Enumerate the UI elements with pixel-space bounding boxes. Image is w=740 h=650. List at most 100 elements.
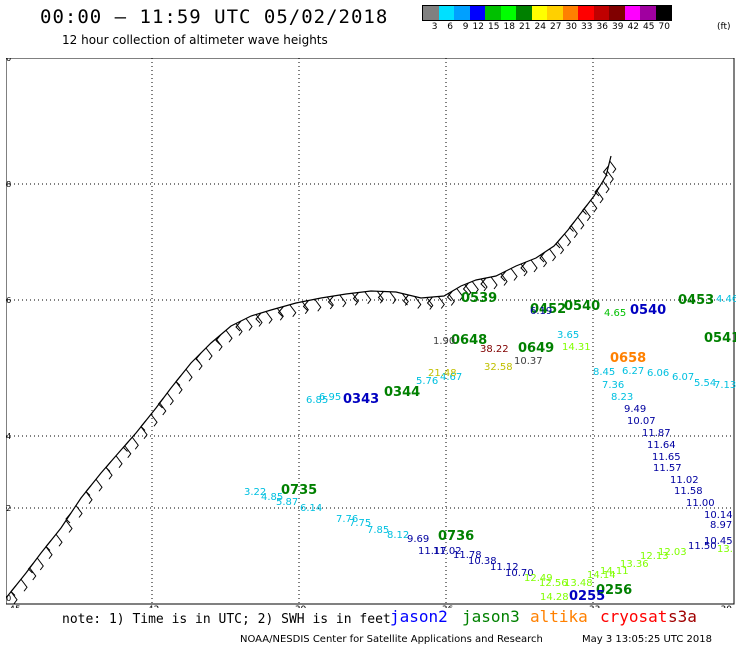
wave-height-value: 6.07: [672, 372, 694, 383]
legend-swatch: [516, 6, 532, 20]
fjord-detail: [351, 292, 359, 306]
wave-height-value: 7.75: [349, 518, 371, 529]
satellite-legend-jason2: jason2: [390, 607, 448, 626]
wave-height-value: 4.85: [261, 492, 283, 503]
legend-tick-label: 9: [462, 22, 469, 32]
legend-tick-label: 12: [472, 22, 484, 32]
fjord-detail: [568, 221, 575, 232]
wave-height-value: 4.46: [716, 294, 736, 305]
pass-time-label: 0648: [451, 333, 487, 348]
wave-height-value: 9.69: [407, 534, 429, 545]
wave-height-value: 8.12: [387, 530, 409, 541]
map-axis-labels: 70 68 66 64 62 60 -45 -42 -39 -36 -33 -30: [6, 58, 732, 608]
fjord-detail: [376, 290, 384, 304]
fjord-detail: [20, 578, 28, 592]
page-title: 00:00 – 11:59 UTC 05/02/2018: [40, 6, 389, 28]
fjord-detail: [456, 288, 464, 301]
legend-swatch: [655, 6, 671, 20]
legend-swatch: [593, 6, 609, 20]
fjord-detail: [402, 294, 409, 306]
fjord-detail: [85, 485, 92, 496]
wave-height-value: 12.03: [658, 547, 687, 558]
fjord-detail: [45, 546, 53, 560]
fjord-detail: [602, 180, 610, 194]
fjord-detail: [557, 241, 565, 255]
legend-tick-label: 39: [612, 22, 624, 32]
wave-height-value: 11.12: [490, 562, 519, 573]
legend-tick-label: 6: [447, 22, 453, 32]
fjord-detail: [205, 347, 213, 361]
wave-height-value: 9.49: [624, 404, 646, 415]
pass-time-label: 0649: [518, 341, 554, 356]
legend-tick-label: 33: [581, 22, 593, 32]
wave-height-value: 12.13: [640, 551, 669, 562]
legend-tick-label: 42: [627, 22, 639, 32]
fjord-detail: [85, 491, 93, 505]
wave-height-value: 10.38: [468, 556, 497, 567]
fjord-detail: [166, 392, 174, 406]
wave-height-value: 38.22: [480, 344, 509, 355]
wave-height-value: 6.19: [530, 306, 552, 317]
legend-swatch: [562, 6, 578, 20]
fjord-detail: [327, 295, 334, 307]
wave-height-value: 7.13: [714, 380, 736, 391]
wave-height-value: 11.64: [647, 440, 676, 451]
fjord-detail: [115, 455, 123, 469]
fjord-detail: [265, 311, 273, 324]
fjord-detail: [596, 190, 604, 204]
units-note: note: 1) Time is in UTC; 2) SWH is in fe…: [62, 612, 391, 627]
fjord-detail: [150, 413, 158, 427]
fjord-detail: [464, 284, 472, 297]
pass-time-label: 0735: [281, 483, 317, 498]
legend-swatch: [423, 6, 439, 20]
wave-height-value: 21.48: [428, 368, 457, 379]
pass-time-label: 0540: [564, 299, 600, 314]
color-legend-unit: (ft): [717, 22, 731, 32]
fjord-detail: [606, 170, 614, 184]
legend-swatch: [640, 6, 656, 20]
legend-swatch: [500, 6, 516, 20]
satellite-legend-jason3: jason3: [462, 607, 520, 626]
map-frame: [6, 58, 735, 605]
fjord-detail: [314, 298, 322, 312]
fjord-detail: [175, 381, 183, 395]
fjord-detail: [157, 397, 164, 409]
fjord-detail: [471, 281, 479, 294]
wave-height-value: 11.00: [686, 498, 715, 509]
wave-height-value: 10.37: [514, 356, 543, 367]
wave-height-value: 32.58: [484, 362, 513, 373]
fjord-detail: [426, 297, 434, 310]
pass-time-label: 0540: [630, 303, 666, 318]
fjord-detail: [235, 320, 242, 332]
fjord-detail: [480, 277, 487, 289]
legend-swatch: [578, 6, 594, 20]
legend-tick-label: 21: [519, 22, 531, 32]
fjord-detail: [364, 291, 372, 305]
fjord-detail: [462, 282, 469, 294]
longitude-label: -33: [586, 605, 601, 608]
fjord-detail: [140, 420, 147, 431]
pass-time-label: 0658: [610, 351, 646, 366]
page-subtitle: 12 hour collection of altimeter wave hei…: [62, 33, 328, 47]
latitude-label: 64: [6, 432, 11, 441]
fjord-detail: [185, 368, 193, 382]
fjord-detail: [570, 225, 578, 239]
latitude-label: 60: [6, 594, 11, 603]
longitude-label: -39: [292, 605, 307, 608]
wave-height-value: 14.31: [562, 342, 591, 353]
fjord-detail: [289, 304, 297, 318]
fjord-detail: [140, 426, 148, 440]
pass-time-label: 0539: [461, 291, 497, 306]
wave-height-value: 11.02: [670, 475, 699, 486]
greenland-coastline: [6, 155, 617, 605]
fjord-detail: [530, 259, 538, 273]
wave-height-value: 6.27: [622, 366, 644, 377]
wave-height-value: 11.02: [433, 546, 462, 557]
fjord-detail: [577, 216, 585, 230]
longitude-label: -45: [6, 605, 21, 608]
legend-tick-label: 30: [565, 22, 577, 32]
fjord-detail: [437, 296, 445, 309]
color-legend: [422, 5, 672, 21]
fjord-detail: [122, 441, 129, 452]
